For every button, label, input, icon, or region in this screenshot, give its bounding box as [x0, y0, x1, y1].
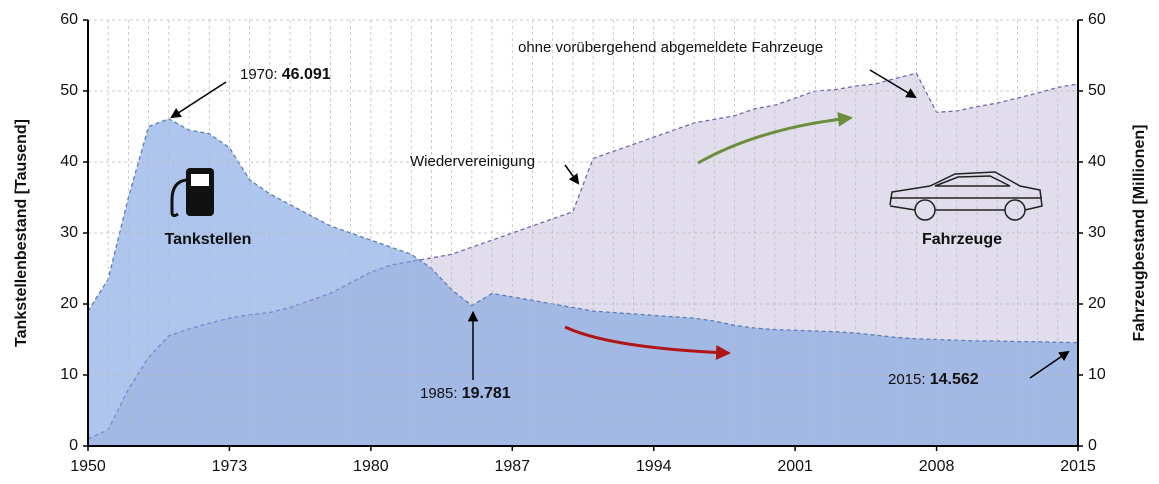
- arrow: [1029, 350, 1070, 379]
- area: [88, 118, 1078, 447]
- plot-area: [87, 19, 1079, 447]
- y-tick-label: 0: [69, 437, 78, 454]
- y-tick-label: 20: [60, 295, 78, 312]
- series-label: Tankstellen: [165, 231, 252, 248]
- annotation-value: 46.091: [282, 66, 331, 83]
- arrow: [869, 69, 917, 99]
- x-tick-label: 1973: [212, 458, 248, 475]
- annotation: 1970: 46.091: [240, 66, 331, 83]
- annotation-value: 14.562: [930, 371, 979, 388]
- x-tick-label: 2001: [777, 458, 813, 475]
- annotation: ohne vorübergehend abgemeldete Fahrzeuge: [518, 39, 823, 56]
- annotation-text: ohne vorübergehend abgemeldete Fahrzeuge: [518, 39, 823, 56]
- annotation: 2015: 14.562: [888, 371, 979, 388]
- y-tick-label: 10: [60, 366, 78, 383]
- y2-tick-label: 30: [1088, 224, 1106, 241]
- y2-tick-label: 50: [1088, 82, 1106, 99]
- fuel-pump-icon: [170, 168, 214, 218]
- line: [87, 118, 1079, 344]
- y2-tick-label: 40: [1088, 153, 1106, 170]
- line: [87, 72, 1079, 440]
- arrow: [170, 81, 227, 119]
- y-tick-label: 60: [60, 11, 78, 28]
- y2-tick-label: 10: [1088, 366, 1106, 383]
- y-tick-label: 30: [60, 224, 78, 241]
- annotation-text: Wiedervereinigung: [410, 153, 535, 170]
- y2-tick-label: 60: [1088, 11, 1106, 28]
- trend-arrow: [697, 111, 853, 165]
- y-tick-label: 50: [60, 82, 78, 99]
- annotation-text: 1970:: [240, 66, 282, 83]
- arrow: [564, 164, 580, 185]
- x-tick-label: 1994: [636, 458, 672, 475]
- annotation-text: 2015:: [888, 371, 930, 388]
- car-icon: [889, 171, 1043, 221]
- x-tick-label: 1950: [70, 458, 106, 475]
- y-tick-label: 40: [60, 153, 78, 170]
- annotation-text: 1985:: [420, 385, 462, 402]
- x-tick-label: 1987: [494, 458, 530, 475]
- annotation: Wiedervereinigung: [410, 153, 535, 170]
- x-tick-label: 2008: [919, 458, 955, 475]
- decorations: [170, 69, 1070, 380]
- y2-tick-label: 0: [1088, 437, 1097, 454]
- trend-arrow: [564, 325, 731, 360]
- annotation: 1985: 19.781: [420, 385, 511, 402]
- series-label: Fahrzeuge: [922, 231, 1002, 248]
- y-axis-label: Tankstellenbestand [Tausend]: [13, 119, 30, 347]
- y2-tick-label: 20: [1088, 295, 1106, 312]
- x-tick-label: 1980: [353, 458, 389, 475]
- y2-axis-label: Fahrzeugbestand [Millionen]: [1131, 125, 1148, 342]
- x-tick-label: 2015: [1060, 458, 1096, 475]
- annotation-value: 19.781: [462, 385, 511, 402]
